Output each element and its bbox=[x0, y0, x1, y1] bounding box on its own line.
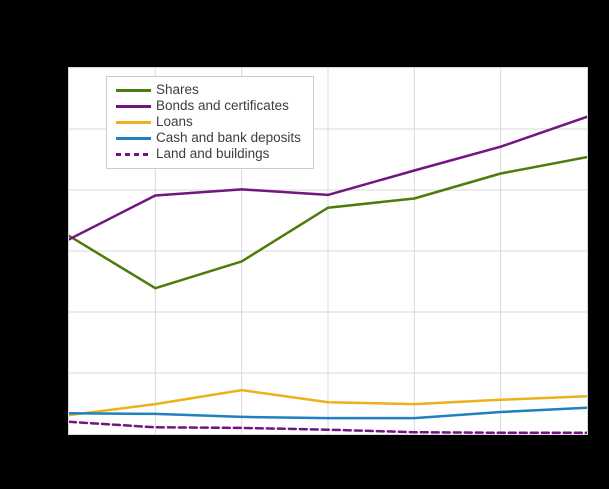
legend-label-cash-and-bank-deposits: Cash and bank deposits bbox=[156, 130, 301, 145]
legend-swatch-cash-and-bank-deposits-line-icon bbox=[116, 136, 151, 140]
legend-label-bonds-and-certificates: Bonds and certificates bbox=[156, 98, 289, 113]
legend-item-loans[interactable]: Loans bbox=[116, 114, 301, 130]
legend-swatch-shares-line-icon bbox=[116, 88, 151, 92]
legend-label-loans: Loans bbox=[156, 114, 193, 129]
legend-item-cash-and-bank-deposits[interactable]: Cash and bank deposits bbox=[116, 130, 301, 146]
legend-label-land-and-buildings: Land and buildings bbox=[156, 146, 270, 161]
legend-item-land-and-buildings[interactable]: Land and buildings bbox=[116, 146, 301, 162]
legend-item-bonds-and-certificates[interactable]: Bonds and certificates bbox=[116, 98, 301, 114]
legend-label-shares: Shares bbox=[156, 82, 199, 97]
series-line-cash-and-bank-deposits bbox=[69, 406, 587, 420]
legend-swatch-loans-line-icon bbox=[116, 120, 151, 124]
series-line-loans bbox=[69, 388, 587, 417]
series-line-land-and-buildings bbox=[69, 420, 587, 434]
series-line-shares bbox=[69, 155, 587, 290]
legend-item-shares[interactable]: Shares bbox=[116, 82, 301, 98]
plot-area: Shares Bonds and certificates Loans Cash an… bbox=[68, 67, 588, 435]
series-line-bonds-and-certificates bbox=[69, 115, 587, 241]
legend: Shares Bonds and certificates Loans Cash an… bbox=[106, 76, 314, 169]
legend-swatch-bonds-and-certificates-line-icon bbox=[116, 104, 151, 108]
legend-swatch-land-and-buildings-dashed-line-icon bbox=[116, 152, 151, 156]
